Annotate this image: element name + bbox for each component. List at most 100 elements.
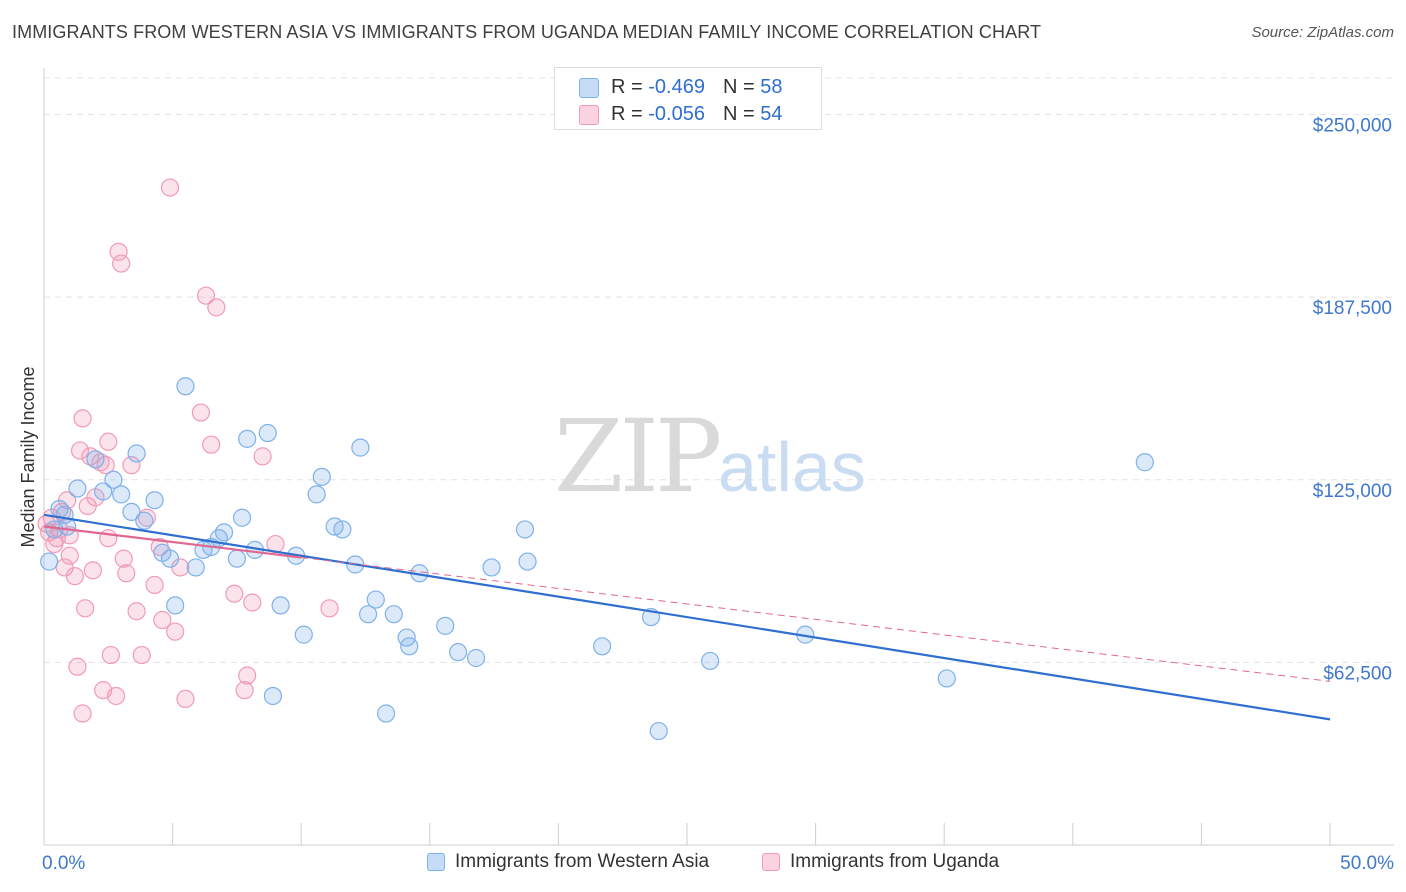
western-asia-point [68, 479, 87, 498]
legend-item-western-asia[interactable]: Immigrants from Western Asia [427, 851, 709, 873]
legend-item-uganda[interactable]: Immigrants from Uganda [762, 851, 999, 873]
uganda-point [60, 546, 79, 565]
uganda-point [83, 561, 102, 580]
n-label: N = [722, 103, 755, 125]
legend-label: Immigrants from Western Asia [455, 851, 710, 872]
uganda-point [176, 689, 195, 709]
uganda-point [320, 599, 339, 618]
uganda-point [99, 529, 118, 548]
western-asia-point [166, 596, 185, 615]
uganda-point [225, 584, 244, 603]
uganda-point [117, 564, 136, 583]
series-legend: Immigrants from Western Asia Immigrants … [0, 851, 1406, 879]
uganda-point [196, 286, 216, 305]
uganda-point [202, 435, 221, 454]
western-asia-point [271, 596, 290, 615]
western-asia-point [86, 450, 105, 469]
uganda-point [73, 409, 92, 428]
western-asia-point [366, 590, 385, 609]
axis-layer [43, 68, 1394, 846]
uganda-point [238, 666, 257, 685]
watermark: ZIP atlas [554, 398, 866, 515]
western-asia-point [351, 438, 370, 457]
stats-legend: R = -0.469 N = 58 R = -0.056 N = 54 [554, 67, 822, 130]
western-asia-point [214, 523, 234, 542]
r-label: R = [611, 76, 643, 98]
uganda-point [145, 575, 164, 595]
western-asia-point [333, 520, 352, 539]
r-label: R = [611, 103, 643, 125]
n-value: 54 [760, 103, 783, 125]
western-asia-point [232, 508, 252, 527]
uganda-point [73, 704, 92, 723]
x-tick-label: 0.0% [42, 853, 85, 874]
western-asia-point [312, 467, 331, 486]
western-asia-point [145, 491, 164, 510]
uganda-point [122, 456, 141, 475]
western-asia-point [112, 485, 131, 504]
uganda-point [106, 686, 126, 706]
western-asia-point [358, 605, 378, 624]
uganda-point [112, 254, 131, 273]
western-asia-point [515, 520, 535, 539]
western-asia-point [258, 423, 277, 443]
n-label: N = [722, 76, 755, 98]
uganda-swatch [579, 104, 599, 125]
uganda-point [166, 622, 185, 641]
western-asia-point [448, 643, 468, 662]
western-asia-point [294, 625, 313, 644]
western-asia-point [122, 502, 141, 522]
uganda-point [243, 593, 262, 612]
uganda-point [99, 432, 118, 451]
trend-lines [43, 513, 1331, 721]
western-asia-point [701, 651, 720, 671]
western-asia-point [376, 704, 396, 723]
uganda-point [81, 447, 100, 466]
western-asia-point [593, 637, 612, 656]
chart-title: IMMIGRANTS FROM WESTERN ASIA VS IMMIGRAN… [12, 22, 1042, 42]
western-asia-point [466, 648, 486, 668]
western-asia-point [186, 558, 205, 577]
uganda-swatch [762, 853, 780, 871]
uganda-point [70, 441, 90, 460]
y-axis-title: Median Family Income [18, 366, 38, 547]
western-asia-point [40, 552, 59, 571]
uganda-point [76, 599, 95, 618]
uganda-point [68, 657, 87, 676]
stats-row-western-asia: R = -0.469 N = 58 [579, 76, 782, 99]
western-asia-points [40, 377, 1154, 741]
uganda-point [109, 242, 128, 261]
western-asia-swatch [427, 853, 445, 871]
western-asia-point [937, 669, 956, 688]
western-asia-point [238, 429, 257, 448]
western-asia-point [1135, 453, 1154, 472]
source-label: Source: ZipAtlas.com [1251, 24, 1394, 41]
western-asia-point [176, 377, 195, 396]
western-asia-point [160, 549, 180, 568]
uganda-point [91, 453, 110, 472]
uganda-point [65, 567, 84, 586]
western-asia-point [482, 558, 501, 577]
legend-label: Immigrants from Uganda [790, 851, 1000, 872]
watermark-zip: ZIP [554, 398, 719, 515]
western-asia-point [307, 485, 326, 504]
uganda-point [207, 298, 226, 317]
western-asia-point [518, 552, 537, 571]
western-asia-point [135, 511, 154, 530]
western-asia-point [127, 444, 146, 463]
watermark-atlas: atlas [718, 428, 866, 506]
uganda-point [235, 681, 254, 700]
grid-layer [44, 77, 1394, 663]
uganda-trend-line-solid [43, 525, 302, 559]
y-tick-label: $250,000 [1313, 116, 1392, 137]
uganda-trend-line-dashed [301, 556, 1331, 682]
uganda-point [127, 602, 146, 621]
y-tick-label: $125,000 [1313, 481, 1392, 502]
western-asia-point [649, 721, 668, 741]
uganda-point [191, 403, 210, 422]
r-value: -0.469 [648, 76, 705, 98]
y-tick-label: $62,500 [1323, 663, 1392, 684]
western-asia-point [227, 549, 246, 568]
uganda-points [37, 178, 339, 723]
